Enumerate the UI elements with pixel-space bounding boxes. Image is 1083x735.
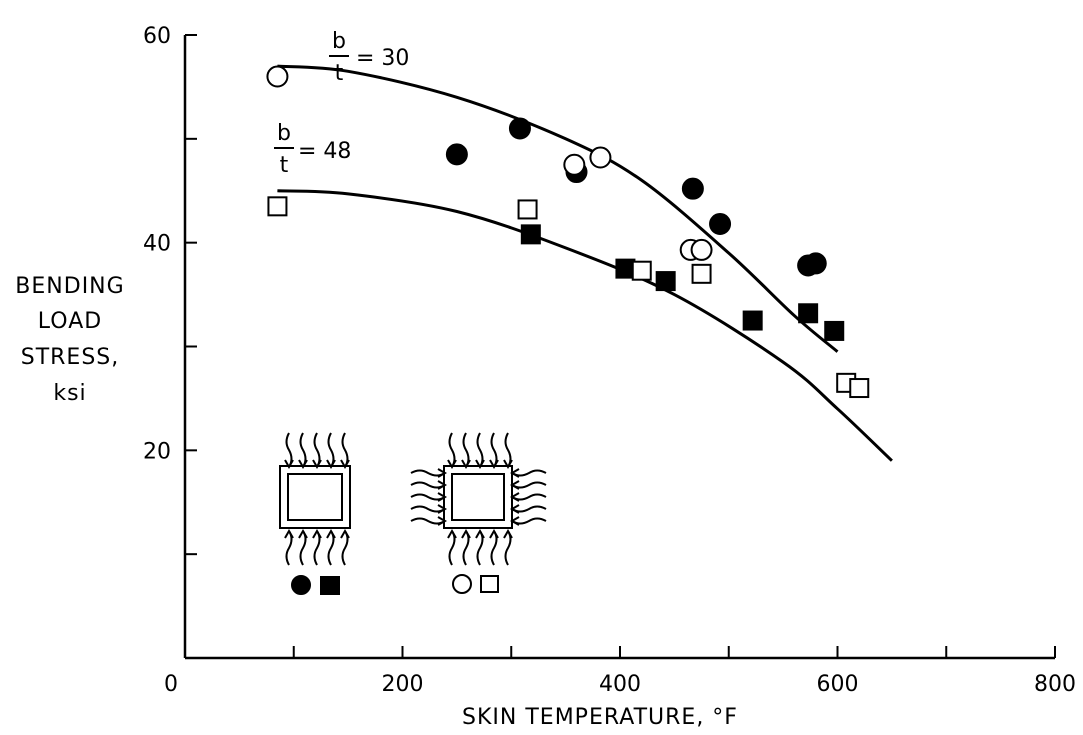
y-axis-title-line: ksi	[53, 381, 86, 406]
curve-label-b-t-30: b t = 30	[329, 29, 409, 86]
filled-circle-point	[445, 143, 468, 166]
legend-filled-circle-marker	[291, 575, 311, 595]
filled-square-point	[742, 310, 763, 331]
open-circle-point	[266, 65, 289, 88]
x-axis-title: SKIN TEMPERATURE, °F	[462, 705, 738, 730]
y-axis-title-line: LOAD	[38, 309, 102, 334]
open-square-point	[267, 196, 288, 217]
open-circle-point	[589, 146, 612, 169]
load-arrows-bottom	[447, 528, 513, 566]
load-arrows-right	[509, 468, 547, 526]
y-tick-label: 40	[143, 232, 171, 257]
y-axis-title-line: STRESS,	[21, 345, 120, 370]
open-circle-point	[690, 238, 713, 261]
load-arrows-top	[447, 432, 513, 470]
open-square-point	[517, 199, 538, 220]
curve-b-t-30	[277, 64, 839, 353]
legend-filled-square-marker	[320, 576, 340, 595]
filled-square-point	[655, 271, 676, 292]
axes	[183, 34, 1056, 660]
open-square-point	[849, 378, 870, 399]
load-arrows-top	[284, 432, 350, 470]
curve-label-den: t	[280, 153, 289, 178]
x-tick-label: 400	[599, 672, 641, 697]
inset-box-outer	[443, 465, 513, 529]
curve-label-b-t-48: b t = 48	[274, 121, 351, 178]
filled-circle-point	[681, 177, 704, 200]
curve-label-value: = 48	[298, 139, 351, 164]
x-tick-label: 800	[1034, 672, 1076, 697]
open-square-point	[631, 260, 652, 281]
open-square-point	[691, 263, 712, 284]
tick-labels: 0 200 400 600 800 20 40 60	[143, 24, 1076, 697]
filled-square-point	[798, 303, 819, 324]
curve-label-num: b	[332, 29, 346, 54]
y-tick-label: 60	[143, 24, 171, 49]
inset-combined-load-diagram	[410, 432, 547, 594]
filled-square-point	[615, 258, 636, 279]
inset-box-inner	[451, 473, 505, 521]
curve-label-den: t	[335, 61, 344, 86]
x-tick-label: 0	[164, 672, 178, 697]
legend-open-square-marker	[480, 575, 499, 593]
filled-circle-point	[508, 117, 531, 140]
curve-b-t-48	[277, 189, 893, 462]
curve-label-num: b	[277, 121, 291, 146]
x-tick-label: 600	[817, 672, 859, 697]
load-arrows-bottom	[284, 528, 350, 566]
filled-square-point	[520, 224, 541, 245]
filled-circle-point	[804, 252, 827, 275]
y-axis-title-line: BENDING	[15, 274, 124, 299]
inset-bending-load-diagram	[279, 432, 351, 595]
data-points	[266, 65, 870, 399]
x-tick-label: 200	[382, 672, 424, 697]
filled-square-point	[824, 320, 845, 341]
legend-open-circle-marker	[452, 574, 472, 594]
curve-label-value: = 30	[356, 46, 409, 71]
load-arrows-left	[410, 468, 448, 526]
y-axis-title: BENDING LOAD STRESS, ksi	[15, 274, 124, 406]
inset-box-inner	[287, 473, 343, 521]
open-circle-point	[563, 153, 586, 176]
inset-box-outer	[279, 465, 351, 529]
filled-circle-point	[709, 212, 732, 235]
y-tick-label: 20	[143, 439, 171, 464]
